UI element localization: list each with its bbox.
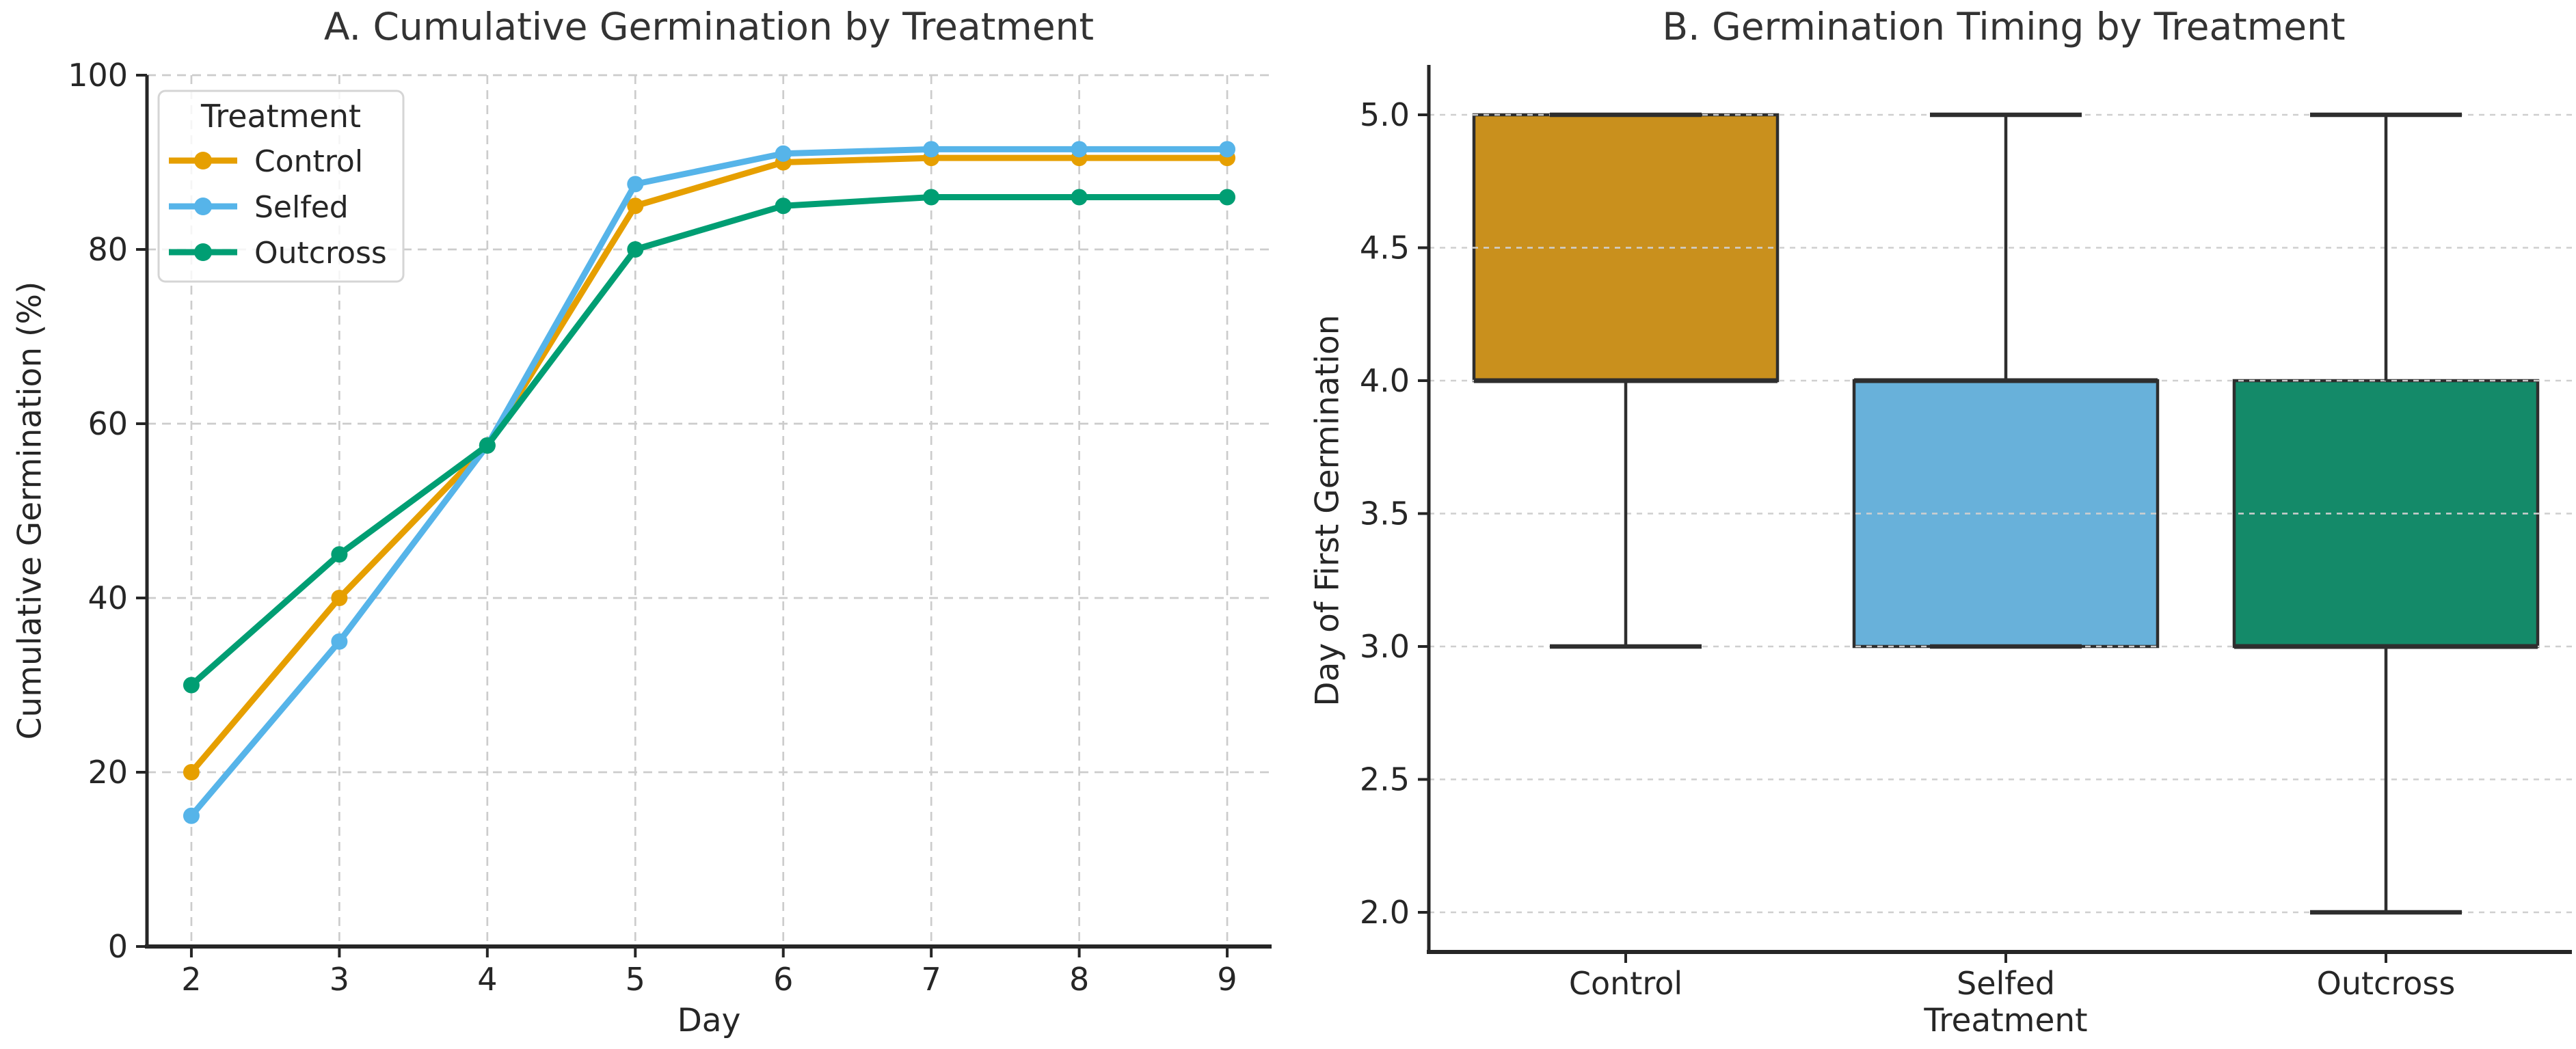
x-tick-label-outcross: Outcross — [2317, 965, 2456, 1002]
panel-b-plot-area: 2.0 2.5 3.0 3.5 4.0 4.5 5.0 Control Selfed Outcro… — [1360, 65, 2572, 1002]
legend-box — [157, 90, 405, 283]
data-point-selfed — [183, 807, 200, 824]
y-tick-label: 80 — [88, 231, 128, 268]
x-tick-label-selfed: Selfed — [1957, 965, 2055, 1002]
series-line-selfed — [188, 146, 1231, 819]
series-line-outcross — [188, 194, 1231, 688]
x-tick-label: 8 — [1069, 961, 1089, 998]
x-tick-label: 5 — [626, 961, 645, 998]
y-tick-label: 3.0 — [1360, 628, 1410, 665]
y-tick-label: 4.0 — [1360, 362, 1410, 399]
y-tick-label: 60 — [88, 405, 128, 442]
data-point-selfed — [1219, 141, 1236, 158]
y-tick-label: 5.0 — [1360, 96, 1410, 133]
x-tick-label: 4 — [477, 961, 497, 998]
y-tick-label: 2.0 — [1360, 894, 1410, 931]
panel-a-y-axis-label: Cumulative Germination (%) — [11, 281, 49, 740]
panel-b-title: B. Germination Timing by Treatment — [1662, 5, 2346, 49]
data-point-control — [331, 590, 348, 606]
panel-a-title: A. Cumulative Germination by Treatment — [323, 5, 1095, 49]
x-tick-label: 9 — [1217, 961, 1237, 998]
x-tick-label-control: Control — [1569, 965, 1682, 1002]
y-tick-label: 2.5 — [1360, 761, 1410, 798]
panel-a-x-axis-label: Day — [677, 1002, 741, 1039]
legend-sample-marker-control — [194, 152, 212, 169]
y-tick-label: 3.5 — [1360, 495, 1410, 532]
legend-sample-marker-selfed — [194, 197, 212, 215]
y-tick-label: 20 — [88, 754, 128, 791]
y-tick-label: 100 — [68, 57, 128, 94]
panel-b-x-axis-label: Treatment — [1924, 1002, 2088, 1039]
data-point-outcross — [1071, 189, 1088, 206]
x-tick-label: 7 — [922, 961, 941, 998]
legend-label-selfed: Selfed — [254, 190, 349, 225]
data-point-selfed — [775, 145, 792, 162]
data-point-selfed — [331, 633, 348, 650]
data-point-outcross — [775, 197, 792, 215]
data-point-control — [627, 197, 644, 215]
x-tick-label: 6 — [773, 961, 793, 998]
x-tick-label: 2 — [181, 961, 201, 998]
data-point-selfed — [1071, 141, 1088, 158]
x-tick-label: 3 — [330, 961, 349, 998]
data-point-outcross — [479, 437, 496, 454]
data-point-outcross — [923, 189, 940, 206]
data-point-outcross — [183, 677, 200, 694]
panel-a-plot-area: 2 3 4 5 6 7 8 9 0 20 40 60 80 100 Treatment Control Self… — [68, 57, 1272, 998]
panel-b-y-axis-label: Day of First Germination — [1309, 314, 1347, 707]
y-tick-label: 40 — [88, 580, 128, 616]
series-line-control — [188, 154, 1231, 776]
data-point-outcross — [627, 241, 644, 258]
legend-label-outcross: Outcross — [254, 236, 387, 271]
y-tick-label: 4.5 — [1360, 230, 1410, 267]
data-point-selfed — [923, 141, 940, 158]
legend-label-control: Control — [254, 144, 363, 179]
data-point-control — [183, 764, 200, 780]
panel-a-line-chart: 2 3 4 5 6 7 8 9 0 20 40 60 80 100 Treatment Control Self… — [11, 5, 1272, 1039]
data-point-selfed — [627, 176, 644, 193]
data-point-outcross — [1219, 189, 1236, 206]
legend-title: Treatment — [200, 98, 361, 135]
panel-b-box-plot: 2.0 2.5 3.0 3.5 4.0 4.5 5.0 Control Selfed Outcro… — [1288, 0, 2576, 1049]
legend-sample-marker-outcross — [194, 243, 212, 261]
data-point-outcross — [331, 546, 348, 563]
y-tick-label: 0 — [108, 928, 128, 965]
